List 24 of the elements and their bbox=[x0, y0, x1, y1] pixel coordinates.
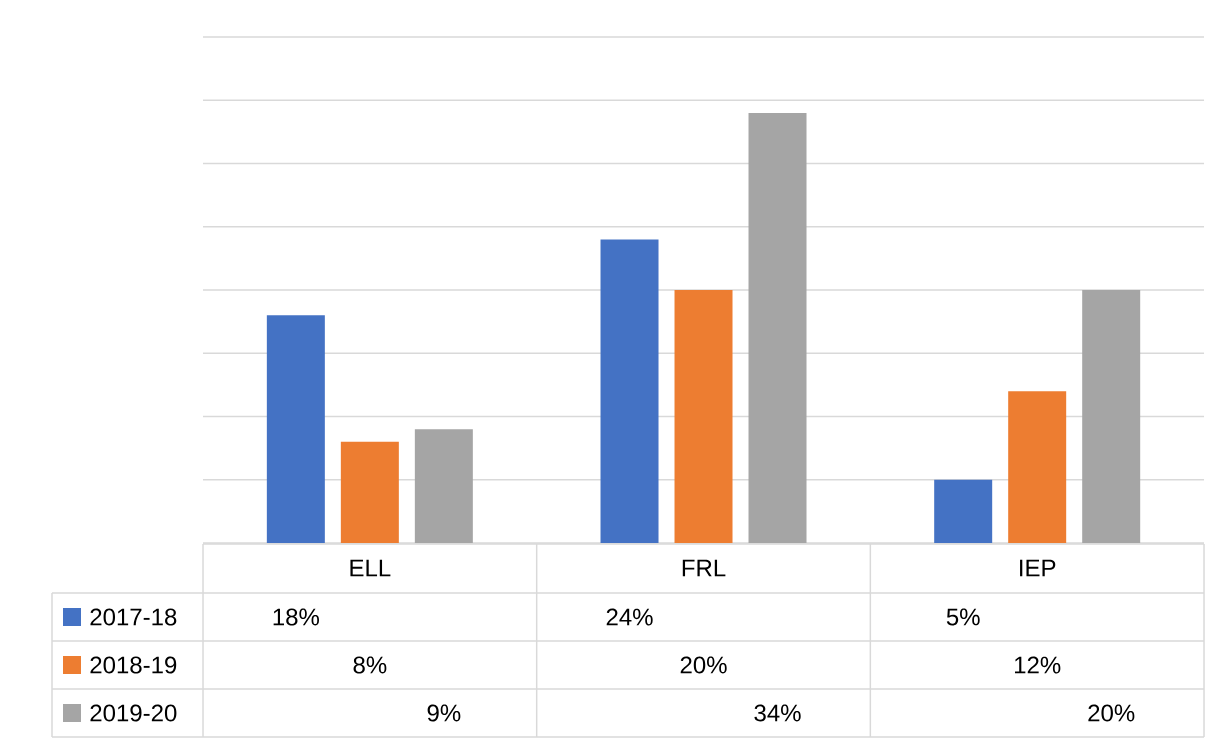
data-label: 20% bbox=[1088, 704, 1135, 722]
bar bbox=[600, 239, 659, 543]
legend-label: 2019-20 bbox=[90, 704, 177, 722]
bar bbox=[934, 479, 993, 543]
data-label: 5% bbox=[946, 608, 980, 626]
data-label: 34% bbox=[754, 704, 801, 722]
data-label: 20% bbox=[680, 656, 727, 674]
legend-label: 2017-18 bbox=[90, 608, 177, 626]
bar bbox=[1082, 289, 1141, 543]
data-label: 8% bbox=[353, 656, 387, 674]
bar bbox=[748, 112, 807, 543]
data-label: 12% bbox=[1014, 656, 1061, 674]
bar bbox=[674, 289, 733, 543]
x-tick-label: FRL bbox=[682, 559, 726, 577]
x-tick-label: ELL bbox=[350, 559, 391, 577]
data-label: 9% bbox=[427, 704, 461, 722]
data-label: 24% bbox=[606, 608, 653, 626]
legend-label: 2018-19 bbox=[90, 656, 177, 674]
bar bbox=[266, 315, 325, 543]
data-label: 18% bbox=[273, 608, 320, 626]
bar bbox=[1008, 391, 1067, 543]
bar bbox=[414, 429, 473, 543]
x-tick-label: IEP bbox=[1020, 559, 1056, 577]
bar bbox=[340, 441, 399, 543]
